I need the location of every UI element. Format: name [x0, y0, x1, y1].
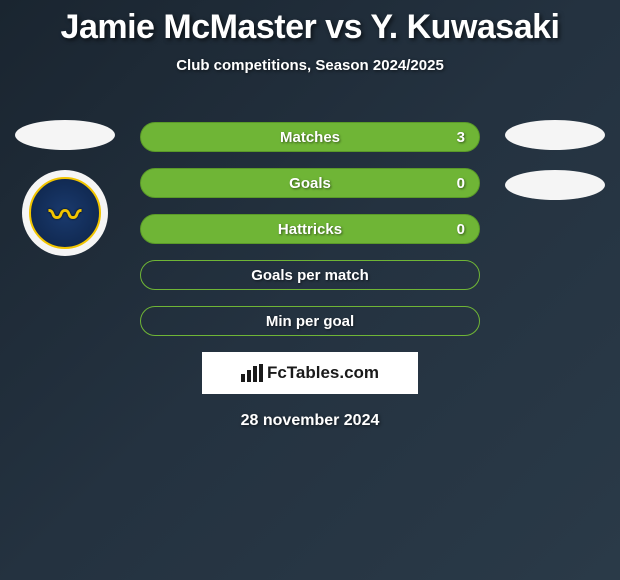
left-player-column: 〰	[10, 120, 120, 256]
subtitle: Club competitions, Season 2024/2025	[0, 57, 620, 74]
player2-club-oval	[505, 170, 605, 200]
stat-label: Matches	[280, 129, 340, 146]
stat-bar-goals: Goals 0	[140, 168, 480, 198]
player1-club-crest: 〰	[22, 170, 108, 256]
brand-logo-box[interactable]: FcTables.com	[202, 352, 418, 394]
bar-chart-icon	[241, 364, 263, 382]
stat-bar-goals-per-match: Goals per match	[140, 260, 480, 290]
stat-bar-matches: Matches 3	[140, 122, 480, 152]
stats-bars: Matches 3 Goals 0 Hattricks 0 Goals per …	[140, 122, 480, 430]
player1-name-oval	[15, 120, 115, 150]
stat-label: Goals	[289, 175, 331, 192]
stat-label: Goals per match	[251, 267, 369, 284]
mariners-crest-icon: 〰	[29, 177, 101, 249]
stat-value: 0	[457, 221, 465, 238]
brand-logo: FcTables.com	[241, 363, 379, 383]
stat-value: 3	[457, 129, 465, 146]
stat-bar-min-per-goal: Min per goal	[140, 306, 480, 336]
stat-bar-hattricks: Hattricks 0	[140, 214, 480, 244]
wave-icon: 〰	[49, 190, 81, 236]
stat-value: 0	[457, 175, 465, 192]
page-title: Jamie McMaster vs Y. Kuwasaki	[0, 0, 620, 47]
player2-name-oval	[505, 120, 605, 150]
date-text: 28 november 2024	[140, 412, 480, 430]
stat-label: Min per goal	[266, 313, 354, 330]
brand-text: FcTables.com	[267, 363, 379, 383]
stat-label: Hattricks	[278, 221, 342, 238]
right-player-column	[500, 120, 610, 220]
